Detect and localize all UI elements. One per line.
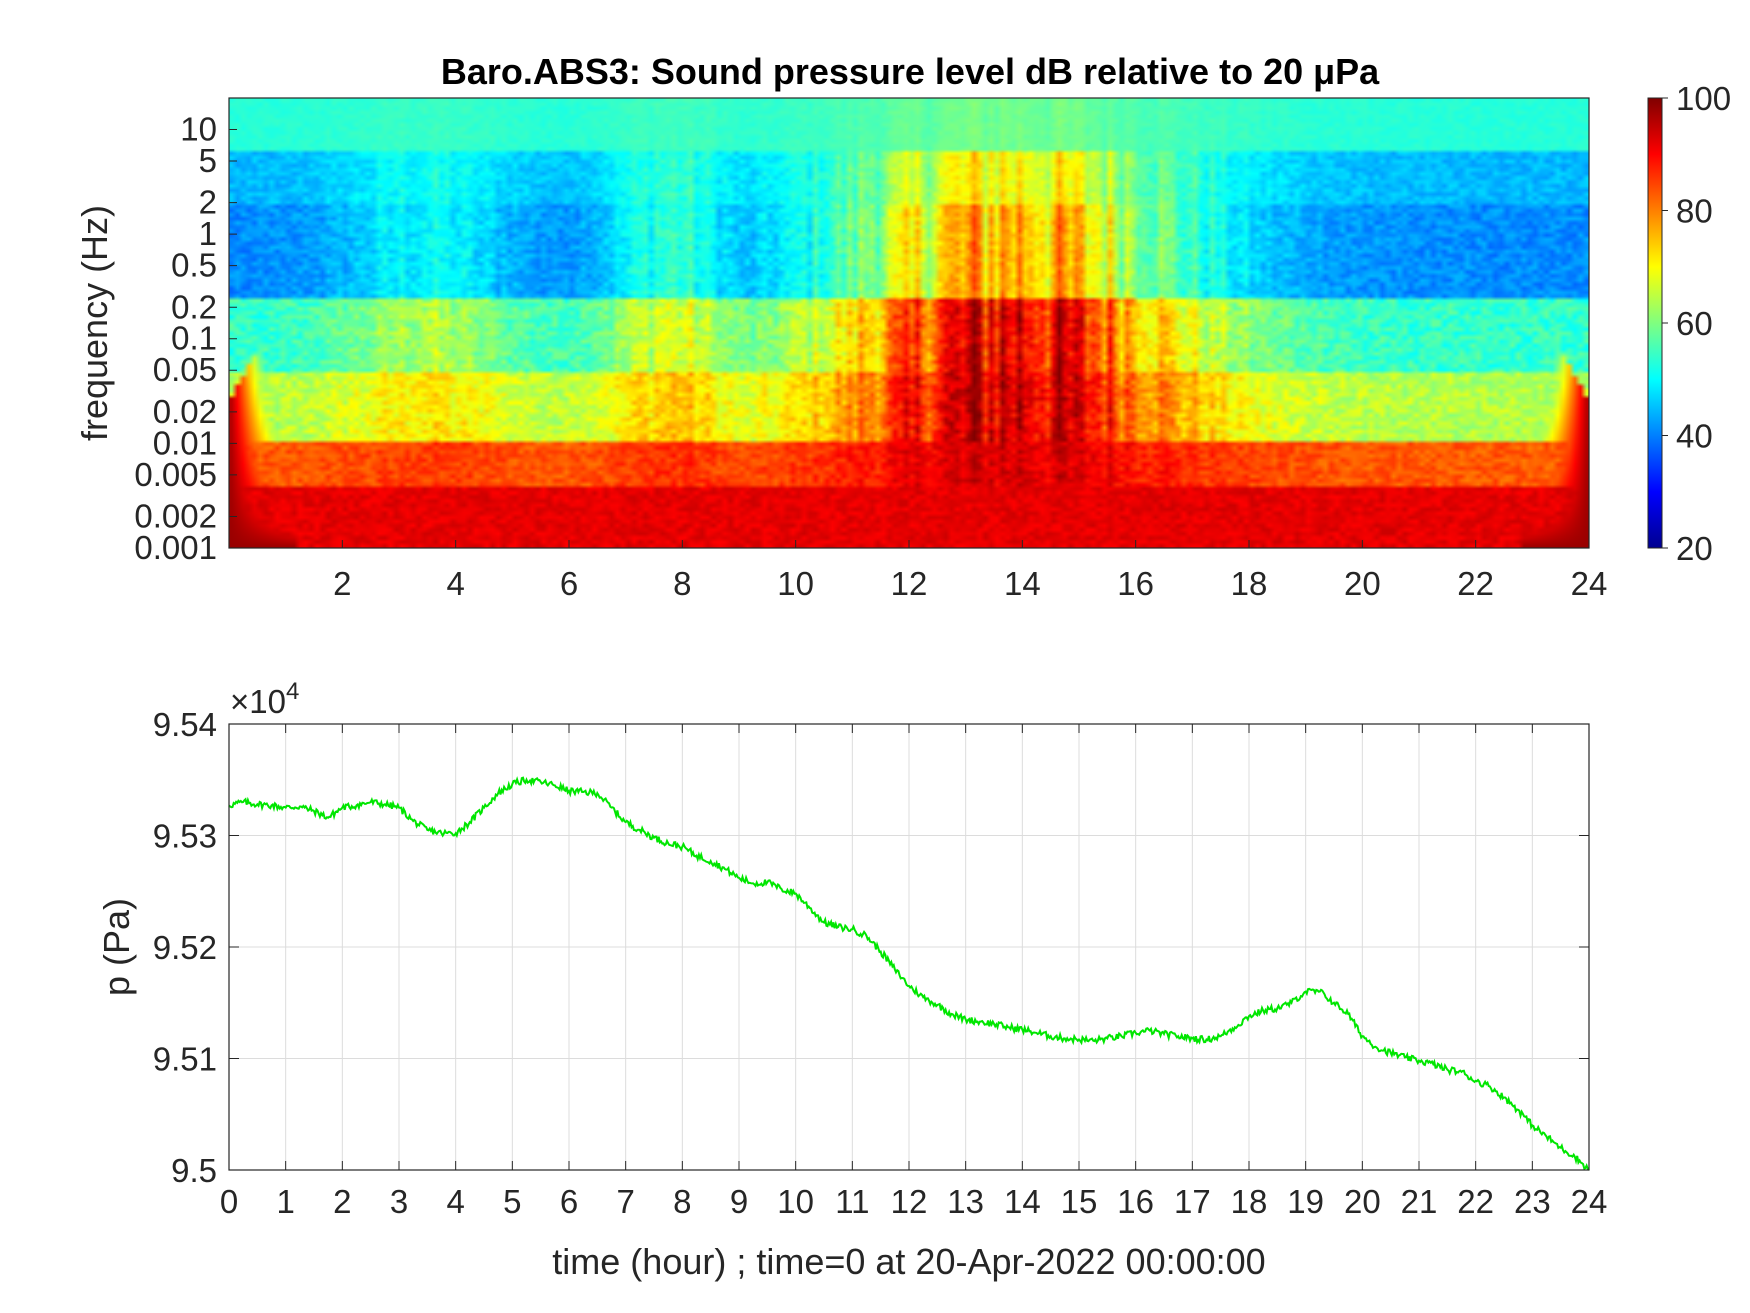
spectrogram-x-tick-label: 24 (1571, 565, 1608, 602)
timeseries-x-tick-label: 11 (835, 1183, 869, 1220)
spectrogram-y-tick-label: 5 (199, 142, 217, 179)
timeseries-x-tick-label: 19 (1287, 1183, 1324, 1220)
timeseries-x-tick-label: 0 (220, 1183, 238, 1220)
timeseries-x-tick-label: 17 (1174, 1183, 1211, 1220)
exponent-label: ×104 (230, 678, 299, 720)
timeseries-x-axis-label: time (hour) ; time=0 at 20-Apr-2022 00:0… (552, 1241, 1265, 1282)
timeseries-y-tick-label: 9.54 (153, 706, 217, 743)
timeseries-x-tick-label: 15 (1061, 1183, 1098, 1220)
spectrogram-x-tick-label: 4 (446, 565, 464, 602)
spectrogram-title: Baro.ABS3: Sound pressure level dB relat… (441, 51, 1380, 92)
spectrogram-y-tick-label: 0.02 (153, 393, 217, 430)
timeseries-x-tick-label: 16 (1117, 1183, 1154, 1220)
spectrogram-x-tick-label: 18 (1231, 565, 1268, 602)
timeseries-y-axis-label: p (Pa) (96, 898, 137, 996)
timeseries-x-tick-label: 3 (390, 1183, 408, 1220)
spectrogram-y-tick-label: 1 (199, 215, 217, 252)
spectrogram-x-tick-label: 22 (1457, 565, 1494, 602)
exponent-base: ×10 (230, 683, 286, 720)
colorbar-tick-label: 100 (1676, 80, 1731, 117)
spectrogram-x-ticks: 2 4 6 8 10 12 14 16 18 20 22 24 (333, 540, 1607, 602)
timeseries-x-tick-label: 4 (446, 1183, 464, 1220)
pressure-line (228, 776, 1590, 1171)
spectrogram-y-tick-label: 0.002 (134, 498, 217, 535)
spectrogram-y-tick-label: 0.005 (134, 456, 217, 493)
colorbar-tick-label: 60 (1676, 305, 1713, 342)
timeseries-x-tick-label: 21 (1401, 1183, 1438, 1220)
spectrogram-x-tick-label: 14 (1004, 565, 1041, 602)
spectrogram-y-tick-label: 0.05 (153, 351, 217, 388)
timeseries-x-tick-label: 8 (673, 1183, 691, 1220)
timeseries-x-tick-label: 7 (616, 1183, 634, 1220)
spectrogram-heatmap (229, 98, 1589, 548)
timeseries-x-tick-label: 5 (503, 1183, 521, 1220)
spectrogram-x-tick-label: 10 (777, 565, 814, 602)
spectrogram-y-tick-label: 0.5 (171, 247, 217, 284)
timeseries-x-tick-label: 10 (777, 1183, 814, 1220)
timeseries-x-ticks: 0 1 2 3 4 5 6 7 8 9 10 11 12 13 14 15 16 17 18 19 20 21 22 23 24 (220, 724, 1608, 1220)
spectrogram-x-tick-label: 6 (560, 565, 578, 602)
exponent-power: 4 (286, 678, 299, 705)
spectrogram-x-tick-label: 16 (1117, 565, 1154, 602)
timeseries-grid (228, 723, 1590, 1171)
spectrogram-x-tick-label: 12 (891, 565, 928, 602)
timeseries-x-tick-label: 2 (333, 1183, 351, 1220)
spectrogram-x-tick-label: 20 (1344, 565, 1381, 602)
spectrogram-y-tick-label: 0.1 (171, 320, 217, 357)
spectrogram-x-tick-label: 8 (673, 565, 691, 602)
colorbar-ticks: 100 80 60 40 20 (1662, 80, 1731, 567)
spectrogram-y-tick-label: 2 (199, 184, 217, 221)
colorbar-tick-label: 40 (1676, 418, 1713, 455)
colorbar-tick-label: 20 (1676, 530, 1713, 567)
spectrogram-y-tick-label: 0.2 (171, 288, 217, 325)
timeseries-y-tick-label: 9.52 (153, 929, 217, 966)
timeseries-x-tick-label: 18 (1231, 1183, 1268, 1220)
timeseries-x-tick-label: 1 (276, 1183, 294, 1220)
timeseries-y-ticks: 9.54 9.53 9.52 9.51 9.5 (153, 706, 1589, 1189)
timeseries-y-tick-label: 9.51 (153, 1041, 217, 1078)
spectrogram-y-tick-label: 10 (180, 110, 217, 147)
spectrogram-y-ticks: 105 210.5 0.20.10.05 0.020.010.005 0.0020.00… (134, 110, 237, 566)
timeseries-x-tick-label: 6 (560, 1183, 578, 1220)
spectrogram-y-tick-label: 0.001 (134, 529, 217, 566)
timeseries-x-tick-label: 9 (730, 1183, 748, 1220)
colorbar-tick-label: 80 (1676, 193, 1713, 230)
timeseries-x-tick-label: 12 (891, 1183, 928, 1220)
timeseries-x-tick-label: 14 (1004, 1183, 1041, 1220)
timeseries-x-tick-label: 20 (1344, 1183, 1381, 1220)
timeseries-x-tick-label: 24 (1571, 1183, 1608, 1220)
spectrogram-y-tick-label: 0.01 (153, 424, 217, 461)
colorbar (1647, 97, 1663, 549)
spectrogram-y-axis-label: frequency (Hz) (74, 205, 115, 441)
timeseries-x-tick-label: 23 (1514, 1183, 1551, 1220)
timeseries-y-tick-label: 9.5 (171, 1152, 217, 1189)
spectrogram-x-tick-label: 2 (333, 565, 351, 602)
timeseries-y-tick-label: 9.53 (153, 818, 217, 855)
timeseries-x-tick-label: 22 (1457, 1183, 1494, 1220)
timeseries-x-tick-label: 13 (947, 1183, 984, 1220)
